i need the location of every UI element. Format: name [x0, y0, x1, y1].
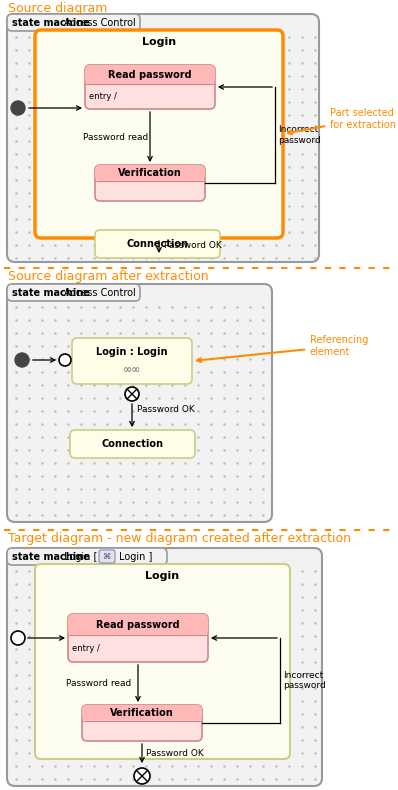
Text: Verification: Verification	[118, 168, 182, 178]
Text: Login: Login	[142, 37, 176, 47]
Text: Login ]: Login ]	[119, 551, 152, 562]
Circle shape	[15, 353, 29, 367]
FancyBboxPatch shape	[85, 65, 215, 85]
Text: entry /: entry /	[72, 644, 100, 653]
Text: state machine: state machine	[12, 551, 90, 562]
FancyBboxPatch shape	[7, 548, 322, 786]
Text: Source diagram: Source diagram	[8, 2, 107, 15]
Circle shape	[125, 387, 139, 401]
FancyBboxPatch shape	[72, 338, 192, 384]
Text: Login [: Login [	[64, 551, 98, 562]
Text: ∞∞: ∞∞	[123, 365, 141, 375]
FancyBboxPatch shape	[95, 165, 205, 201]
Text: Target diagram - new diagram created after extraction: Target diagram - new diagram created aft…	[8, 532, 351, 545]
FancyBboxPatch shape	[99, 550, 115, 563]
Text: entry /: entry /	[89, 92, 117, 101]
Text: Connection: Connection	[101, 439, 164, 449]
FancyBboxPatch shape	[35, 30, 283, 238]
FancyBboxPatch shape	[7, 284, 272, 522]
Text: Access Control: Access Control	[64, 288, 136, 298]
Circle shape	[134, 768, 150, 784]
FancyBboxPatch shape	[82, 705, 202, 720]
FancyBboxPatch shape	[85, 65, 215, 109]
Text: Login: Login	[145, 571, 179, 581]
FancyBboxPatch shape	[95, 165, 205, 181]
Circle shape	[11, 631, 25, 645]
Text: Source diagram after extraction: Source diagram after extraction	[8, 270, 209, 283]
Circle shape	[59, 354, 71, 366]
Text: Password read: Password read	[66, 679, 131, 688]
Text: Incorrect
password: Incorrect password	[283, 671, 326, 690]
Text: Referencing
element: Referencing element	[197, 335, 369, 362]
Text: Password OK: Password OK	[164, 242, 222, 250]
Text: state machine: state machine	[12, 17, 90, 28]
Text: Verification: Verification	[110, 708, 174, 718]
FancyBboxPatch shape	[82, 705, 202, 741]
Text: Read password: Read password	[108, 70, 192, 80]
FancyBboxPatch shape	[7, 14, 319, 262]
Text: Password OK: Password OK	[137, 404, 195, 413]
FancyBboxPatch shape	[95, 230, 220, 258]
Circle shape	[11, 101, 25, 115]
Text: Part selected
for extraction: Part selected for extraction	[288, 108, 396, 134]
Text: Password OK: Password OK	[146, 748, 204, 758]
FancyBboxPatch shape	[68, 614, 208, 662]
Text: Password read: Password read	[83, 133, 148, 141]
FancyBboxPatch shape	[35, 564, 290, 759]
FancyBboxPatch shape	[7, 284, 140, 301]
FancyBboxPatch shape	[7, 548, 167, 565]
Text: Incorrect
password: Incorrect password	[278, 126, 321, 145]
FancyBboxPatch shape	[70, 430, 195, 458]
FancyBboxPatch shape	[68, 614, 208, 635]
FancyBboxPatch shape	[7, 14, 140, 31]
Text: Access Control: Access Control	[64, 17, 136, 28]
Text: Login : Login: Login : Login	[96, 347, 168, 357]
Text: Connection: Connection	[127, 239, 189, 249]
Text: Read password: Read password	[96, 619, 180, 630]
Text: ⌘: ⌘	[103, 552, 111, 561]
Text: state machine: state machine	[12, 288, 90, 298]
